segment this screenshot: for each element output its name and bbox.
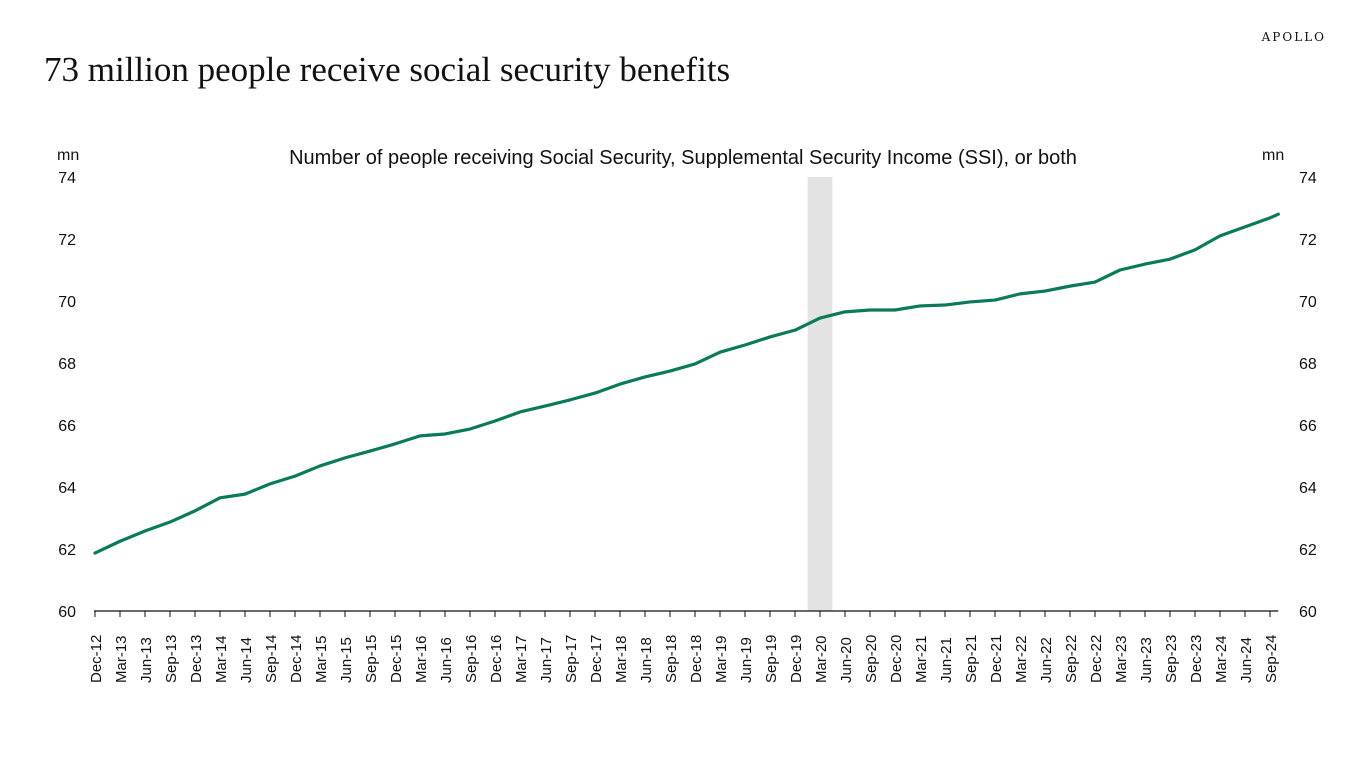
x-tick-label: Mar-22 [1013, 635, 1030, 683]
y-tick-label-left: 72 [58, 232, 76, 249]
x-tick-label: Sep-15 [363, 635, 380, 683]
x-tick-label: Mar-23 [1113, 635, 1130, 683]
x-tick-label: Jun-22 [1038, 637, 1055, 683]
series-line [93, 212, 1280, 555]
x-tick-label: Sep-20 [863, 635, 880, 683]
x-tick-label: Dec-23 [1188, 635, 1205, 683]
y-tick-label-right: 62 [1299, 542, 1317, 559]
x-tick-label: Sep-17 [563, 635, 580, 683]
x-tick-label: Jun-17 [538, 637, 555, 683]
x-tick-label: Mar-19 [713, 635, 730, 683]
y-tick-label-right: 72 [1299, 232, 1317, 249]
x-tick-label: Sep-23 [1163, 635, 1180, 683]
x-tick-label: Jun-18 [638, 637, 655, 683]
y-tick-label-right: 60 [1299, 604, 1317, 621]
y-tick-label-left: 62 [58, 542, 76, 559]
x-tick-label: Mar-13 [113, 635, 130, 683]
x-tick-label: Mar-18 [613, 635, 630, 683]
x-tick-label: Mar-14 [213, 635, 230, 683]
x-tick-label: Jun-23 [1138, 637, 1155, 683]
y-tick-label-left: 68 [58, 356, 76, 373]
x-tick-label: Sep-22 [1063, 635, 1080, 683]
x-tick-label: Dec-22 [1088, 635, 1105, 683]
x-tick-label: Dec-19 [788, 635, 805, 683]
x-tick-label: Jun-15 [338, 637, 355, 683]
brand-logo: APOLLO [1261, 30, 1326, 44]
x-tick-label: Dec-17 [588, 635, 605, 683]
x-tick-label: Sep-16 [463, 635, 480, 683]
x-tick-label: Dec-16 [488, 635, 505, 683]
y-tick-label-right: 68 [1299, 356, 1317, 373]
x-tick-label: Jun-20 [838, 637, 855, 683]
y-tick-label-left: 66 [58, 418, 76, 435]
x-tick-label: Jun-13 [138, 637, 155, 683]
x-tick-label: Sep-19 [763, 635, 780, 683]
page-title: 73 million people receive social securit… [44, 50, 731, 89]
x-tick-label: Dec-12 [88, 635, 105, 683]
x-tick-label: Jun-16 [438, 637, 455, 683]
x-tick-label: Dec-21 [988, 635, 1005, 683]
y-tick-label-right: 74 [1299, 170, 1317, 187]
y-tick-label-left: 70 [58, 294, 76, 311]
x-tick-label: Dec-14 [288, 635, 305, 683]
x-tick-label: Jun-24 [1238, 637, 1255, 683]
x-tick-label: Mar-17 [513, 635, 530, 683]
x-tick-label: Sep-13 [163, 635, 180, 683]
x-tick-label: Sep-18 [663, 635, 680, 683]
x-tick-label: Dec-13 [188, 635, 205, 683]
x-tick-label: Dec-15 [388, 635, 405, 683]
y-tick-label-left: 74 [58, 170, 76, 187]
x-tick-label: Jun-19 [738, 637, 755, 683]
y-tick-label-right: 66 [1299, 418, 1317, 435]
x-tick-label: Sep-21 [963, 635, 980, 683]
x-tick-label: Dec-20 [888, 635, 905, 683]
x-tick-label: Mar-15 [313, 635, 330, 683]
y-axis-label-right: mn [1262, 147, 1284, 164]
x-tick-label: Dec-18 [688, 635, 705, 683]
x-tick-label: Mar-24 [1213, 635, 1230, 683]
x-tick-label: Sep-14 [263, 635, 280, 683]
x-tick-label: Mar-21 [913, 635, 930, 683]
y-tick-label-right: 64 [1299, 480, 1317, 497]
chart-title: Number of people receiving Social Securi… [289, 147, 1077, 169]
x-tick-label: Sep-24 [1263, 635, 1280, 683]
x-tick-label: Mar-20 [813, 635, 830, 683]
y-tick-label-left: 60 [58, 604, 76, 621]
y-tick-label-left: 64 [58, 480, 76, 497]
y-tick-label-right: 70 [1299, 294, 1317, 311]
x-tick-label: Mar-16 [413, 635, 430, 683]
recession-shading [807, 177, 833, 611]
x-tick-label: Jun-14 [238, 637, 255, 683]
y-axis-label-left: mn [57, 147, 79, 164]
x-tick-label: Jun-21 [938, 637, 955, 683]
